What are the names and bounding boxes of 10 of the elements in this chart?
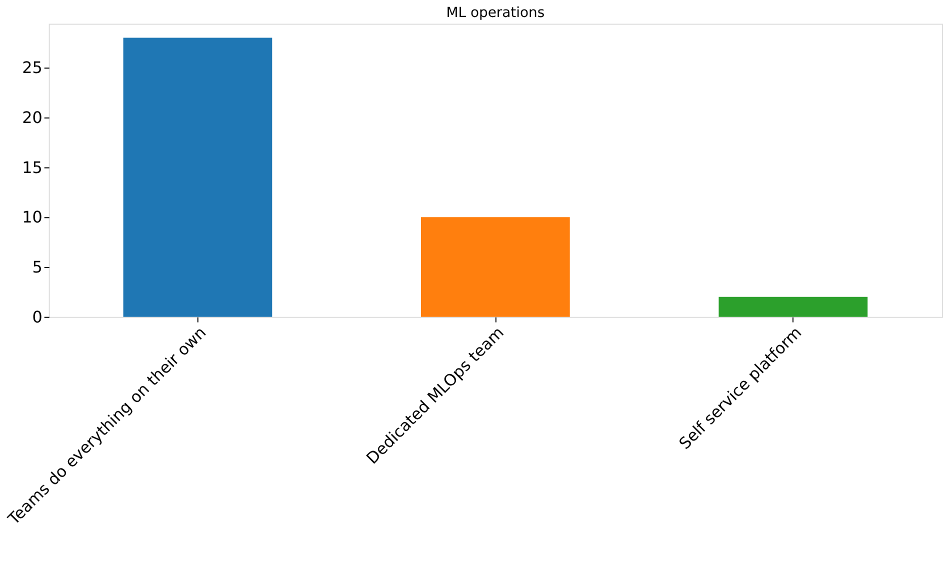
y-tick-label: 5 (32, 257, 42, 276)
bar (123, 38, 272, 317)
bar (718, 296, 868, 317)
y-tick-label: 0 (32, 307, 42, 326)
chart-title: ML operations (446, 4, 545, 21)
y-tick-label: 15 (22, 158, 42, 177)
y-tick-label: 20 (22, 108, 42, 127)
y-tick-label: 10 (22, 208, 42, 227)
bar (420, 217, 570, 317)
y-tick-label: 25 (22, 58, 42, 78)
